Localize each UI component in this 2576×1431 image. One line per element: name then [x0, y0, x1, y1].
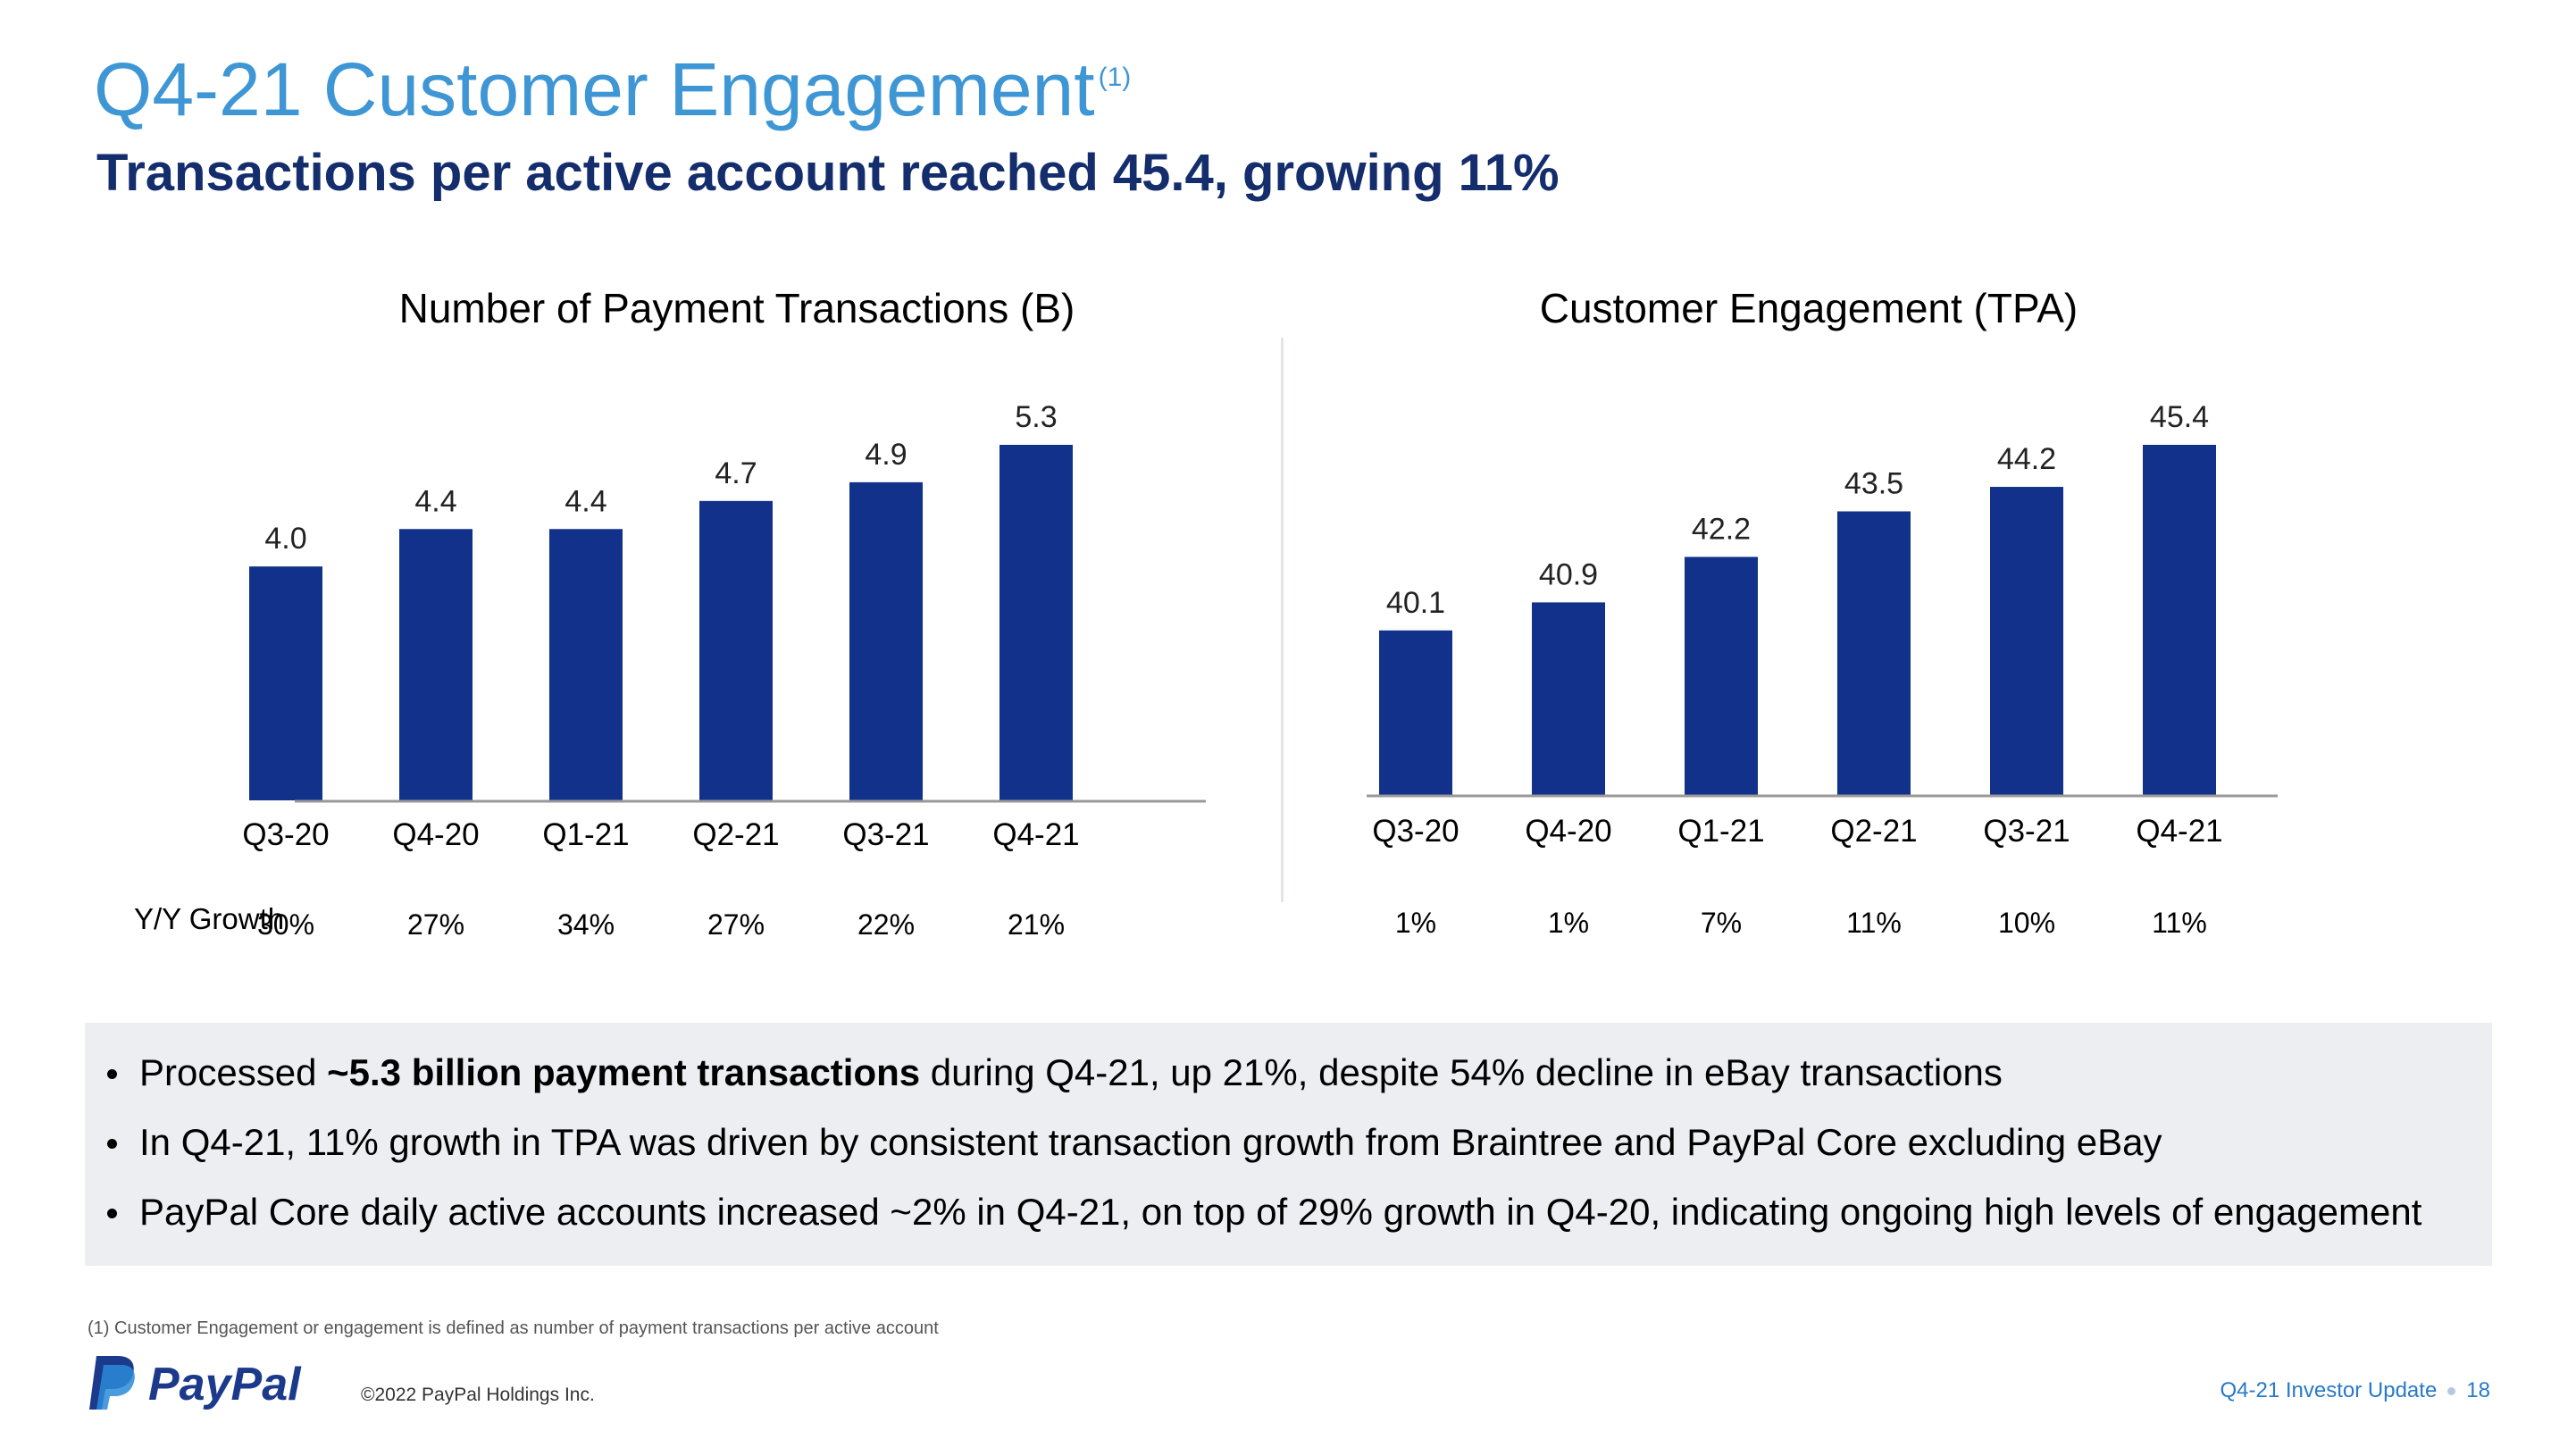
growth-value: 21%	[1008, 908, 1065, 941]
chart-title: Customer Engagement (TPA)	[1539, 285, 2078, 331]
growth-value: 34%	[557, 908, 615, 941]
bar	[1532, 602, 1605, 795]
copyright: ©2022 PayPal Holdings Inc.	[361, 1385, 595, 1405]
x-tick-label: Q1-21	[542, 817, 629, 852]
growth-value: 1%	[1395, 907, 1436, 939]
data-label: 40.1	[1386, 586, 1445, 620]
bullet-icon	[107, 1139, 117, 1149]
x-tick-label: Q4-21	[992, 817, 1079, 852]
footnote: (1) Customer Engagement or engagement is…	[88, 1318, 939, 1338]
x-tick-label: Q3-21	[1983, 814, 2070, 849]
growth-value: 10%	[1998, 907, 2055, 939]
x-tick-label: Q4-20	[392, 817, 479, 852]
payment-transactions-chart: Number of Payment Transactions (B) 4.0 Q3…	[179, 284, 1295, 981]
bullet-icon	[107, 1209, 117, 1218]
bar	[849, 481, 923, 800]
x-tick-label: Q3-20	[242, 817, 329, 852]
bar	[1837, 511, 1911, 795]
bullet-bold-text: ~5.3 billion payment transactions	[327, 1051, 921, 1093]
data-label: 43.5	[1844, 466, 1903, 500]
data-label: 4.0	[264, 522, 306, 556]
x-tick-label: Q3-20	[1372, 814, 1459, 849]
paypal-logo: PayPal	[86, 1354, 318, 1411]
bar	[699, 500, 773, 800]
bar	[549, 529, 623, 800]
bullet-text: during Q4-21, up 21%, despite 54% declin…	[920, 1051, 2003, 1093]
bar	[999, 445, 1073, 800]
data-label: 4.9	[865, 438, 907, 472]
growth-value: 30%	[257, 908, 314, 941]
bar	[1379, 630, 1452, 795]
growth-row-label: Y/Y Growth	[134, 902, 285, 935]
growth-value: 22%	[857, 908, 915, 941]
growth-value: 1%	[1548, 907, 1589, 939]
page-title-text: Q4-21 Customer Engagement	[94, 47, 1095, 131]
data-label: 5.3	[1015, 400, 1057, 434]
data-label: 4.4	[565, 484, 606, 518]
bullet-text: PayPal Core daily active accounts increa…	[139, 1191, 2422, 1233]
payment-transactions-plot: 4.0 Q3-20 30% 4.4 Q4-20 27% 4.4 Q1-21 34% 4.7 Q2-2…	[242, 400, 1206, 941]
data-label: 44.2	[1997, 442, 2056, 476]
growth-value: 11%	[2152, 907, 2207, 939]
bar	[249, 566, 322, 800]
customer-engagement-plot: 40.1 Q3-20 1% 40.9 Q4-20 1% 42.2 Q1-21 7% 43.5 Q2-…	[1367, 400, 2278, 939]
x-tick-label: Q2-21	[692, 817, 779, 852]
highlight-bullet: PayPal Core daily active accounts increa…	[107, 1189, 2421, 1259]
bullet-text: Processed	[139, 1051, 328, 1093]
report-name: Q4-21 Investor Update	[2220, 1378, 2438, 1402]
bar	[1990, 487, 2063, 795]
x-tick-label: Q3-21	[842, 817, 929, 852]
highlight-bullet: In Q4-21, 11% growth in TPA was driven b…	[107, 1119, 2421, 1189]
highlights-list: Processed ~5.3 billion payment transacti…	[107, 1050, 2421, 1259]
bullet-text: In Q4-21, 11% growth in TPA was driven b…	[139, 1121, 2162, 1163]
highlight-bullet: Processed ~5.3 billion payment transacti…	[107, 1050, 2421, 1119]
chart-title: Number of Payment Transactions (B)	[398, 285, 1075, 331]
bar	[2143, 445, 2216, 795]
bullet-icon	[107, 1069, 117, 1079]
x-tick-label: Q4-21	[2136, 814, 2222, 849]
growth-value: 7%	[1701, 907, 1742, 939]
page-number: 18	[2466, 1378, 2490, 1402]
page-footer: Q4-21 Investor Update 18	[2220, 1378, 2490, 1403]
data-label: 4.4	[414, 484, 456, 518]
separator-dot-icon	[2447, 1387, 2456, 1396]
growth-value: 11%	[1846, 907, 1902, 939]
title-footnote-marker: (1)	[1098, 63, 1132, 92]
data-label: 4.7	[715, 456, 757, 490]
bar	[399, 529, 473, 800]
x-tick-label: Q1-21	[1677, 814, 1764, 849]
page-subtitle: Transactions per active account reached …	[96, 144, 1560, 202]
customer-engagement-chart: Customer Engagement (TPA) 40.1 Q3-20 1% 40.…	[1250, 284, 2367, 981]
growth-value: 27%	[707, 908, 765, 941]
paypal-p-icon	[89, 1356, 135, 1410]
x-tick-label: Q4-20	[1525, 814, 1611, 849]
bar	[1685, 556, 1758, 795]
paypal-wordmark: PayPal	[148, 1359, 301, 1410]
growth-value: 27%	[407, 908, 464, 941]
x-tick-label: Q2-21	[1830, 814, 1917, 849]
data-label: 45.4	[2150, 400, 2209, 434]
highlights-callout: Processed ~5.3 billion payment transacti…	[85, 1023, 2492, 1266]
data-label: 40.9	[1539, 557, 1598, 591]
data-label: 42.2	[1692, 512, 1751, 546]
page-title: Q4-21 Customer Engagement (1)	[94, 46, 1131, 133]
chart-divider	[1281, 338, 1284, 902]
